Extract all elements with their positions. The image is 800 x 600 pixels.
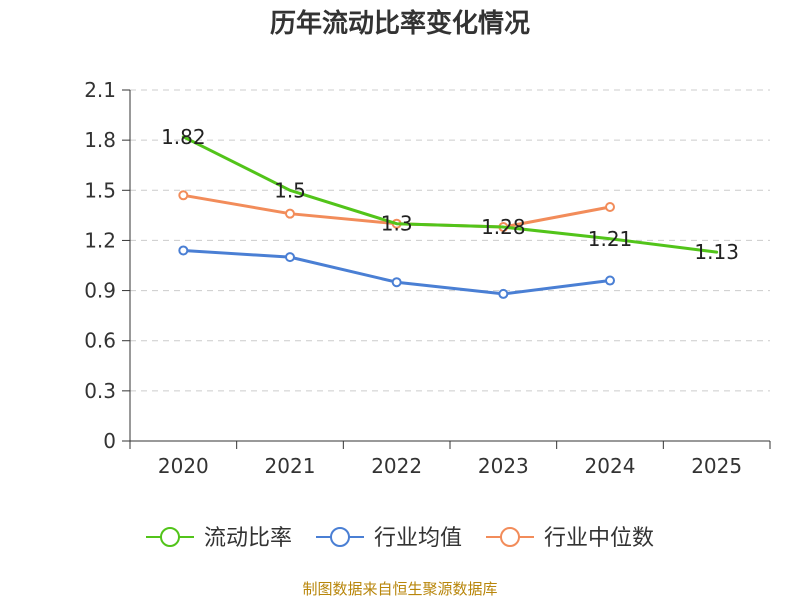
data-label-layer: 1.82 1.5 1.3 1.28 1.21 1.13	[161, 125, 739, 264]
legend-label: 行业中位数	[544, 526, 654, 551]
data-label-2025: 1.13	[694, 240, 739, 264]
y-tick-label-1: 0.3	[84, 379, 116, 403]
data-label-2020: 1.82	[161, 125, 206, 149]
legend-marker-icon	[330, 527, 350, 547]
legend-item-0[interactable]: 流动比率	[146, 526, 292, 551]
y-tick-label-0: 0	[103, 429, 116, 453]
y-tick-label-2: 0.6	[84, 329, 116, 353]
source-note: 制图数据来自恒生聚源数据库	[302, 580, 497, 598]
legend-item-1[interactable]: 行业均值	[316, 526, 462, 551]
y-tick-label-7: 2.1	[84, 78, 116, 102]
x-tick-label-2021: 2021	[265, 454, 316, 478]
y-tick-label-4: 1.2	[84, 228, 116, 252]
y-tick-label-5: 1.5	[84, 178, 116, 202]
legend: 流动比率 行业均值 行业中位数	[146, 526, 654, 551]
series-2-point-2020[interactable]	[178, 190, 189, 201]
series-1-point-2022[interactable]	[391, 277, 402, 288]
series-1-point-2020[interactable]	[178, 245, 189, 256]
data-label-2021: 1.5	[274, 178, 306, 202]
data-label-2022: 1.3	[381, 212, 413, 236]
series-2-point-2024[interactable]	[605, 202, 615, 212]
legend-marker-icon	[500, 527, 520, 547]
series-1-point-2023[interactable]	[498, 288, 509, 299]
data-label-2023: 1.28	[481, 215, 526, 239]
series-2-point-2021[interactable]	[285, 208, 295, 219]
x-tick-label-2022: 2022	[371, 454, 422, 478]
data-label-2024: 1.21	[588, 227, 633, 251]
y-tick-label-3: 0.9	[84, 279, 116, 303]
series-1-point-2021[interactable]	[285, 252, 295, 263]
x-tick-label-2020: 2020	[158, 454, 209, 478]
x-tick-label-2023: 2023	[478, 454, 529, 478]
chart-title: 历年流动比率变化情况	[270, 8, 530, 39]
axis-layer: 0 0.3 0.6 0.9 1.2 1.5 1.8 2.1 2020 2021 2022 2023 20…	[84, 78, 771, 478]
series-line-0	[181, 135, 719, 254]
series-layer	[178, 135, 719, 299]
x-tick-label-2025: 2025	[691, 454, 742, 478]
legend-marker-icon	[160, 527, 180, 547]
legend-label: 流动比率	[204, 526, 292, 551]
y-tick-label-6: 1.8	[84, 128, 116, 152]
grid-layer	[130, 89, 770, 392]
legend-label: 行业均值	[374, 526, 462, 551]
legend-item-2[interactable]: 行业中位数	[486, 526, 654, 551]
x-tick-label-2024: 2024	[585, 454, 636, 478]
series-1-point-2024[interactable]	[605, 275, 615, 286]
series-line-1	[181, 248, 612, 296]
